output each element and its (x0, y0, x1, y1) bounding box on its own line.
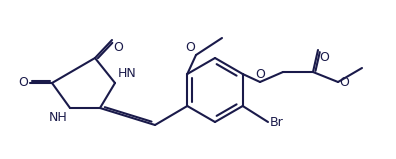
Text: O: O (255, 68, 265, 81)
Text: O: O (339, 76, 349, 89)
Text: HN: HN (118, 67, 137, 80)
Text: O: O (319, 51, 329, 64)
Text: NH: NH (49, 111, 68, 124)
Text: O: O (113, 41, 123, 54)
Text: O: O (185, 41, 195, 54)
Text: Br: Br (270, 115, 284, 128)
Text: O: O (18, 76, 28, 90)
